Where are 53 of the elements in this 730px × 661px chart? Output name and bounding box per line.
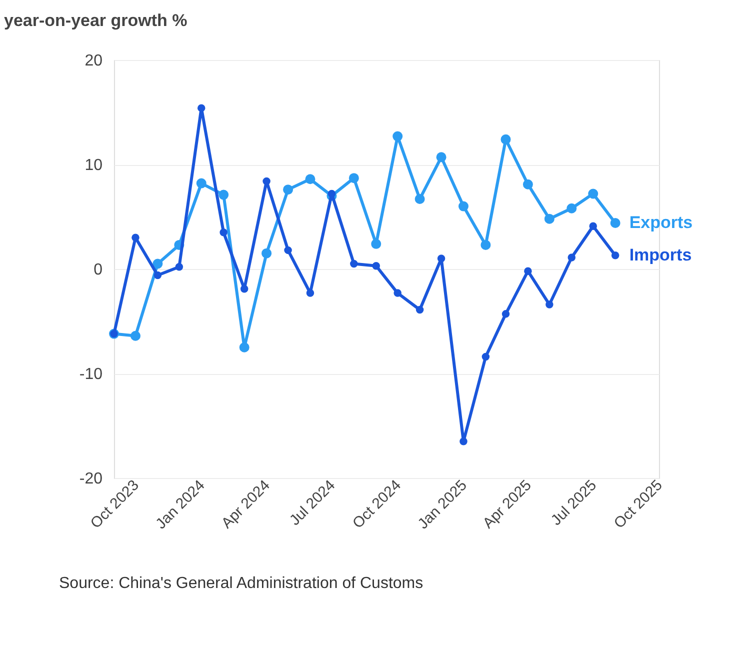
series-label: Exports: [629, 213, 693, 232]
point: [566, 203, 577, 214]
point: [460, 438, 468, 446]
point: [588, 188, 598, 199]
point: [198, 104, 206, 112]
point: [372, 262, 380, 270]
point: [348, 173, 359, 184]
y-tick-label: -20: [79, 470, 103, 488]
point: [283, 184, 294, 195]
point: [524, 267, 532, 275]
point: [589, 222, 597, 230]
point: [132, 234, 140, 242]
point: [544, 214, 554, 224]
point: [610, 218, 620, 228]
point: [305, 174, 316, 184]
point: [546, 300, 554, 308]
point: [262, 177, 270, 186]
point: [240, 284, 248, 293]
point: [306, 289, 314, 297]
point: [394, 289, 402, 297]
point: [458, 201, 468, 212]
point: [437, 254, 446, 262]
series-label: Imports: [629, 245, 692, 264]
point: [239, 342, 250, 352]
y-tick-label: 20: [84, 52, 103, 70]
point: [284, 246, 292, 254]
chart-title: year-on-year growth %: [4, 11, 188, 30]
point: [130, 330, 140, 341]
point: [392, 131, 403, 142]
point: [611, 252, 620, 260]
point: [414, 194, 425, 204]
point: [218, 190, 229, 200]
point: [482, 352, 490, 361]
point: [522, 179, 533, 190]
point: [262, 248, 272, 258]
point: [371, 238, 382, 249]
point: [220, 228, 228, 236]
source-note: Source: China's General Administration of Customs: [59, 575, 424, 592]
point: [175, 263, 184, 271]
point: [436, 152, 446, 162]
point: [196, 178, 206, 188]
point: [480, 240, 491, 250]
point: [416, 306, 424, 314]
point: [152, 258, 163, 269]
point: [350, 260, 358, 268]
point: [500, 134, 511, 144]
y-tick-label: -10: [79, 366, 103, 383]
point: [154, 271, 162, 280]
point: [502, 310, 510, 318]
y-tick-label: 10: [84, 157, 103, 174]
y-tick-label: 0: [94, 262, 103, 278]
point: [328, 190, 336, 198]
point: [568, 254, 576, 262]
